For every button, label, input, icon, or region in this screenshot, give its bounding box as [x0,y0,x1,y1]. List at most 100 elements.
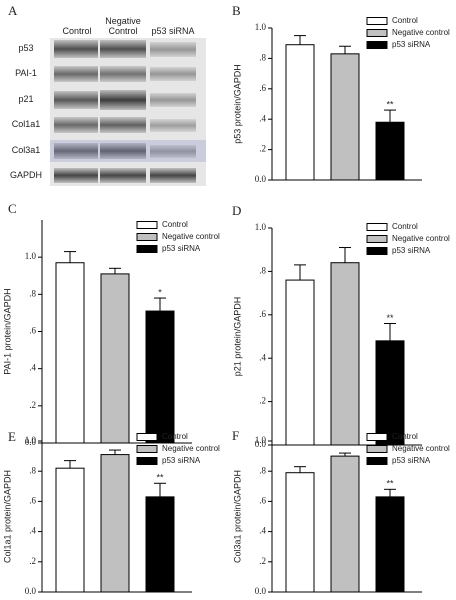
y-tick-label: .2 [29,400,36,410]
panel-letter: C [8,201,17,216]
significance-label: ** [386,313,394,323]
legend-label: p53 siRNA [392,246,431,255]
significance-label: ** [386,479,394,489]
legend-swatch [136,245,158,253]
y-axis-label: p21 protein/GAPDH [232,297,242,377]
panel-letter: F [232,428,239,443]
y-tick-label: 0.0 [25,437,37,447]
legend-swatch [136,221,158,229]
legend-swatch [366,445,388,453]
legend-label: p53 siRNA [162,244,201,253]
y-tick-label: 0.0 [255,586,267,596]
y-tick-label: .8 [259,465,266,475]
y-tick-label: 0.0 [255,439,267,449]
y-tick-label: .4 [259,352,266,362]
bar [330,53,360,181]
bar [100,454,130,593]
legend-label: Negative control [392,28,450,37]
legend-swatch [136,457,158,465]
bar [100,273,130,444]
legend-label: Control [392,432,418,441]
y-tick-label: .6 [259,309,266,319]
bar [285,44,315,181]
y-tick-label: 1.0 [255,22,267,32]
row-label: Col1a1 [11,119,41,129]
bar [55,262,85,444]
y-tick-label: .8 [259,265,266,275]
column-label: p53 siRNA [151,26,195,36]
y-tick-label: .6 [259,495,266,505]
column-label: Control [62,26,92,36]
y-tick-label: .6 [259,83,266,93]
bar [55,467,85,593]
y-tick-label: .8 [259,52,266,62]
y-tick-label: 1.0 [25,251,37,261]
bar [375,340,405,446]
legend-swatch [136,445,158,453]
y-tick-label: .4 [29,363,36,373]
significance-label: ** [386,99,394,109]
blot-image [50,38,206,186]
y-tick-label: 0.0 [255,174,267,184]
legend-swatch [366,223,388,231]
legend-swatch [366,457,388,465]
y-axis-label: PAI-1 protein/GAPDH [2,288,12,374]
y-tick-label: .4 [29,526,36,536]
row-label: p21 [18,94,34,104]
legend-label: p53 siRNA [162,456,201,465]
bar [330,455,360,593]
legend-swatch [366,433,388,441]
panel-letter: E [8,429,16,444]
y-axis-label: p53 protein/GAPDH [232,64,242,144]
legend-label: Control [392,222,418,231]
legend-swatch [366,41,388,49]
bar [375,496,405,593]
y-tick-label: 1.0 [255,435,267,445]
legend-label: Negative control [162,232,220,241]
panel-letter: D [232,203,241,218]
y-tick-label: .6 [29,326,36,336]
significance-label: * [158,287,162,297]
bar [145,496,175,593]
legend-label: p53 siRNA [392,456,431,465]
legend-swatch [366,29,388,37]
legend-label: Control [162,432,188,441]
bar [285,279,315,446]
legend-label: Control [162,220,188,229]
row-label: p53 [18,43,34,53]
y-axis-label: Col3a1 protein/GAPDH [232,470,242,563]
significance-label: ** [156,473,164,483]
y-tick-label: .6 [29,495,36,505]
bar [330,262,360,446]
bar [375,121,405,181]
y-axis-label: Col1a1 protein/GAPDH [2,470,12,563]
legend-swatch [366,247,388,255]
y-tick-label: .8 [29,288,36,298]
legend-label: Negative control [392,234,450,243]
legend-label: Control [392,16,418,25]
y-tick-label: 1.0 [255,222,267,232]
legend-swatch [136,433,158,441]
y-tick-label: .2 [259,396,266,406]
bar [285,472,315,593]
y-tick-label: .2 [259,556,266,566]
column-label: Negative Control [105,16,141,36]
row-label: GAPDH [9,170,42,180]
panel-letter: A [8,3,18,18]
legend-swatch [366,17,388,25]
y-tick-label: 1.0 [25,435,37,445]
y-tick-label: 0.0 [25,586,37,596]
y-tick-label: .2 [29,556,36,566]
y-tick-label: .4 [259,526,266,536]
y-tick-label: .4 [259,113,266,123]
legend-label: p53 siRNA [392,40,431,49]
panel-letter: B [232,3,241,18]
bar [145,310,175,444]
row-label: PAI-1 [15,68,37,78]
legend-label: Negative control [392,444,450,453]
y-tick-label: .2 [259,144,266,154]
legend-swatch [366,235,388,243]
legend-label: Negative control [162,444,220,453]
